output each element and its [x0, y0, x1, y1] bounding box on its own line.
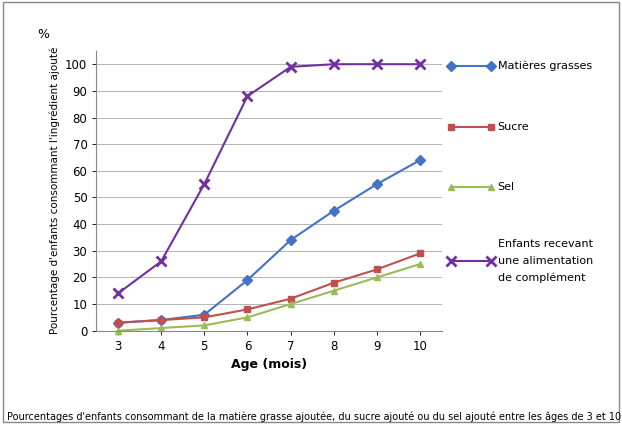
Text: Pourcentages d'enfants consommant de la matière grasse ajoutée, du sucre ajouté : Pourcentages d'enfants consommant de la …: [7, 411, 622, 422]
Text: Enfants recevant: Enfants recevant: [498, 239, 593, 248]
Text: %: %: [37, 28, 49, 41]
X-axis label: Age (mois): Age (mois): [231, 358, 307, 371]
Text: Sucre: Sucre: [498, 122, 529, 132]
Text: Sel: Sel: [498, 181, 515, 192]
Y-axis label: Pourcentage d'enfants consommant l'ingrédient ajouté: Pourcentage d'enfants consommant l'ingré…: [49, 47, 60, 335]
Text: une alimentation: une alimentation: [498, 256, 593, 266]
Text: de complément: de complément: [498, 273, 585, 284]
Text: Matières grasses: Matières grasses: [498, 61, 592, 71]
